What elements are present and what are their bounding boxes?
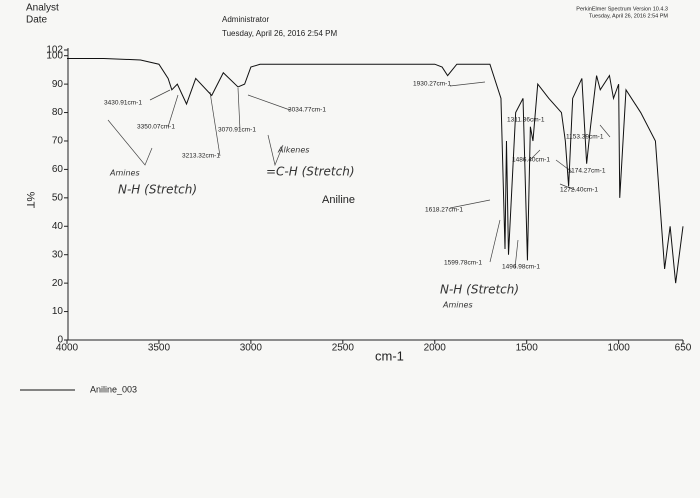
- peak-label: 1599.78cm-1: [444, 260, 482, 267]
- x-tick-label: 650: [675, 343, 692, 354]
- handwritten-note: Amines: [109, 169, 140, 178]
- y-tick-label: 0: [57, 335, 63, 346]
- handwritten-note: Alkenes: [277, 146, 309, 155]
- header-text: Analyst: [26, 3, 59, 14]
- peak-label: 3213.32cm-1: [182, 153, 220, 160]
- spectrum-line: [67, 58, 684, 284]
- y-tick-label: 100: [46, 50, 63, 61]
- x-tick-label: 3000: [240, 343, 263, 354]
- peak-label: 3034.77cm-1: [288, 107, 326, 114]
- handwritten-note: N-H (Stretch): [440, 283, 519, 297]
- header-text: Date: [26, 15, 48, 26]
- header-text: PerkinElmer Spectrum Version 10.4.3: [576, 6, 668, 12]
- peak-label: 1311.36cm-1: [507, 117, 545, 124]
- x-tick-label: 1500: [516, 343, 539, 354]
- y-tick-label: 60: [52, 164, 64, 175]
- y-axis-label: %T: [24, 192, 36, 209]
- legend-label: Aniline_003: [90, 384, 137, 394]
- peak-label: 3430.91cm-1: [104, 100, 142, 107]
- y-tick-label: 80: [52, 107, 64, 118]
- peak-label: 1174.27cm-1: [568, 168, 606, 175]
- header-text: Tuesday, April 26, 2016 2:54 PM: [589, 13, 669, 19]
- x-tick-label: 2000: [424, 343, 447, 354]
- peak-label: 3350.07cm-1: [137, 124, 175, 131]
- x-tick-label: 3500: [148, 343, 171, 354]
- y-tick-label: 30: [52, 249, 64, 260]
- sample-label: Aniline: [322, 194, 355, 206]
- peak-label: 1486.40cm-1: [512, 157, 550, 164]
- y-tick-label: 20: [52, 278, 64, 289]
- peak-label: 1496.98cm-1: [502, 264, 540, 271]
- peak-label: 3070.91cm-1: [218, 127, 256, 134]
- x-tick-label: 2500: [332, 343, 355, 354]
- peak-label: 1272.40cm-1: [560, 187, 598, 194]
- y-tick-label: 10: [52, 306, 64, 317]
- handwritten-note: Amines: [442, 301, 473, 310]
- y-tick-label: 40: [52, 221, 64, 232]
- peak-label: 1930.27cm-1: [413, 81, 451, 88]
- y-tick-label: 50: [52, 192, 64, 203]
- y-tick-label: 102: [46, 45, 63, 56]
- x-tick-label: 1000: [608, 343, 631, 354]
- header-text: Administrator: [222, 15, 269, 24]
- y-tick-label: 70: [52, 136, 64, 147]
- handwritten-note: N-H (Stretch): [118, 183, 197, 197]
- header-text: Tuesday, April 26, 2016 2:54 PM: [222, 29, 338, 38]
- handwritten-note: =C-H (Stretch): [266, 165, 355, 179]
- pointers: [107, 81, 611, 269]
- x-tick-label: 4000: [56, 343, 79, 354]
- peak-label: 1618.27cm-1: [425, 207, 463, 214]
- x-axis-label: cm-1: [375, 348, 404, 363]
- y-tick-label: 90: [52, 79, 64, 90]
